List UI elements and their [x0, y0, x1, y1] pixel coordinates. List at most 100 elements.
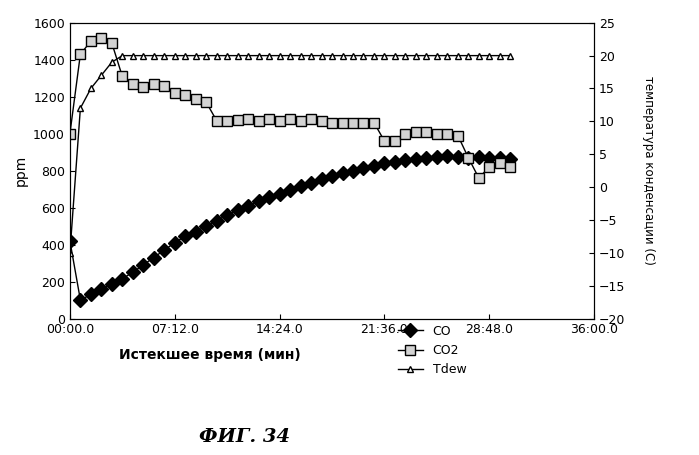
Tdew [443, 53, 452, 58]
Tdew [212, 53, 221, 58]
Tdew [171, 53, 179, 58]
CO2 [171, 90, 179, 96]
CO [391, 160, 399, 165]
CO2 [286, 116, 294, 121]
CO [181, 233, 189, 239]
CO [87, 292, 95, 297]
CO [496, 155, 504, 161]
CO [370, 163, 378, 169]
CO [464, 155, 473, 161]
CO2 [66, 131, 74, 136]
Line: CO: CO [65, 151, 515, 305]
Tdew [307, 53, 315, 58]
CO2 [380, 138, 389, 144]
CO2 [244, 116, 252, 121]
CO2 [150, 81, 158, 86]
CO [150, 255, 158, 260]
Tdew [286, 53, 294, 58]
Tdew [475, 53, 483, 58]
Tdew [97, 73, 106, 78]
Tdew [244, 53, 252, 58]
CO2 [496, 161, 504, 166]
Tdew [76, 106, 85, 111]
Tdew [66, 250, 74, 256]
Tdew [328, 53, 336, 58]
Tdew [359, 53, 368, 58]
CO2 [485, 164, 493, 170]
Y-axis label: температура конденсации (С): температура конденсации (С) [642, 76, 655, 265]
CO2 [359, 120, 368, 125]
CO [212, 218, 221, 223]
Tdew [181, 53, 189, 58]
CO [401, 158, 410, 163]
CO [422, 155, 431, 161]
Tdew [401, 53, 410, 58]
CO [129, 269, 137, 275]
CO2 [443, 131, 452, 136]
CO2 [338, 120, 347, 125]
CO [317, 176, 326, 182]
CO2 [265, 116, 273, 121]
Tdew [296, 53, 305, 58]
Text: Истекшее время (мин): Истекшее время (мин) [119, 348, 301, 362]
Tdew [265, 53, 273, 58]
CO2 [129, 81, 137, 86]
CO2 [401, 131, 410, 136]
CO [160, 248, 168, 253]
CO2 [160, 83, 168, 88]
Tdew [87, 86, 95, 91]
CO [265, 195, 273, 200]
CO2 [506, 164, 514, 170]
Tdew [139, 53, 147, 58]
Tdew [338, 53, 347, 58]
CO [223, 212, 231, 218]
CO [433, 154, 441, 160]
Text: ФИГ. 34: ФИГ. 34 [199, 428, 290, 446]
CO2 [307, 116, 315, 121]
CO [254, 198, 263, 204]
CO2 [370, 120, 378, 125]
Tdew [150, 53, 158, 58]
CO2 [139, 85, 147, 90]
Tdew [129, 53, 137, 58]
CO2 [233, 117, 242, 122]
CO2 [464, 155, 473, 161]
Tdew [160, 53, 168, 58]
CO [338, 171, 347, 176]
Tdew [464, 53, 473, 58]
CO2 [317, 118, 326, 123]
Tdew [233, 53, 242, 58]
CO2 [422, 129, 431, 135]
CO [307, 180, 315, 185]
CO2 [349, 120, 357, 125]
Tdew [202, 53, 210, 58]
CO2 [76, 51, 85, 57]
Tdew [349, 53, 357, 58]
CO2 [454, 133, 462, 138]
CO2 [223, 118, 231, 123]
Tdew [380, 53, 389, 58]
CO2 [391, 138, 399, 144]
CO [359, 165, 368, 171]
CO2 [412, 129, 420, 135]
Tdew [506, 53, 514, 58]
Tdew [496, 53, 504, 58]
CO2 [87, 39, 95, 44]
Tdew [254, 53, 263, 58]
CO [66, 238, 74, 243]
CO2 [328, 120, 336, 125]
CO [296, 184, 305, 189]
CO [454, 154, 462, 160]
CO2 [475, 175, 483, 181]
CO [380, 161, 389, 166]
CO [192, 229, 200, 234]
CO [328, 173, 336, 179]
CO [412, 156, 420, 162]
CO2 [254, 118, 263, 123]
CO2 [433, 131, 441, 136]
CO2 [275, 118, 284, 123]
Legend: CO, CO2, Tdew: CO, CO2, Tdew [398, 325, 466, 376]
CO [244, 203, 252, 208]
Line: CO2: CO2 [65, 33, 515, 183]
Tdew [108, 60, 116, 65]
